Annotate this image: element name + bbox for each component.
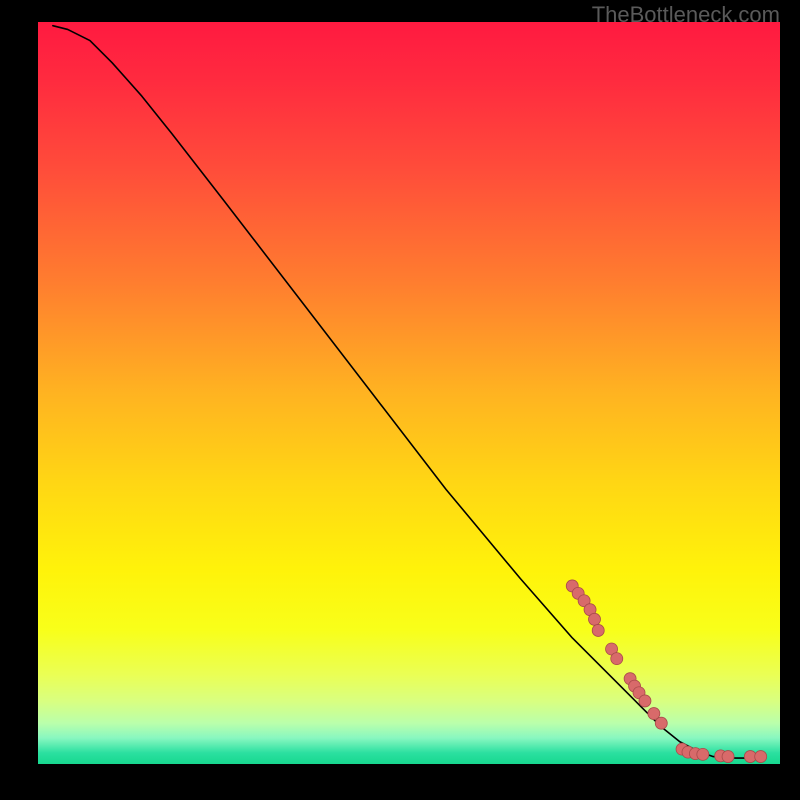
data-marker — [722, 751, 734, 763]
data-marker — [611, 653, 623, 665]
data-marker — [697, 748, 709, 760]
chart-svg — [38, 22, 780, 764]
data-marker — [755, 751, 767, 763]
data-marker — [589, 613, 601, 625]
data-marker — [592, 624, 604, 636]
plot-area — [38, 22, 780, 764]
plot-background — [38, 22, 780, 764]
data-marker — [655, 717, 667, 729]
watermark-text: TheBottleneck.com — [592, 2, 780, 28]
data-marker — [639, 695, 651, 707]
